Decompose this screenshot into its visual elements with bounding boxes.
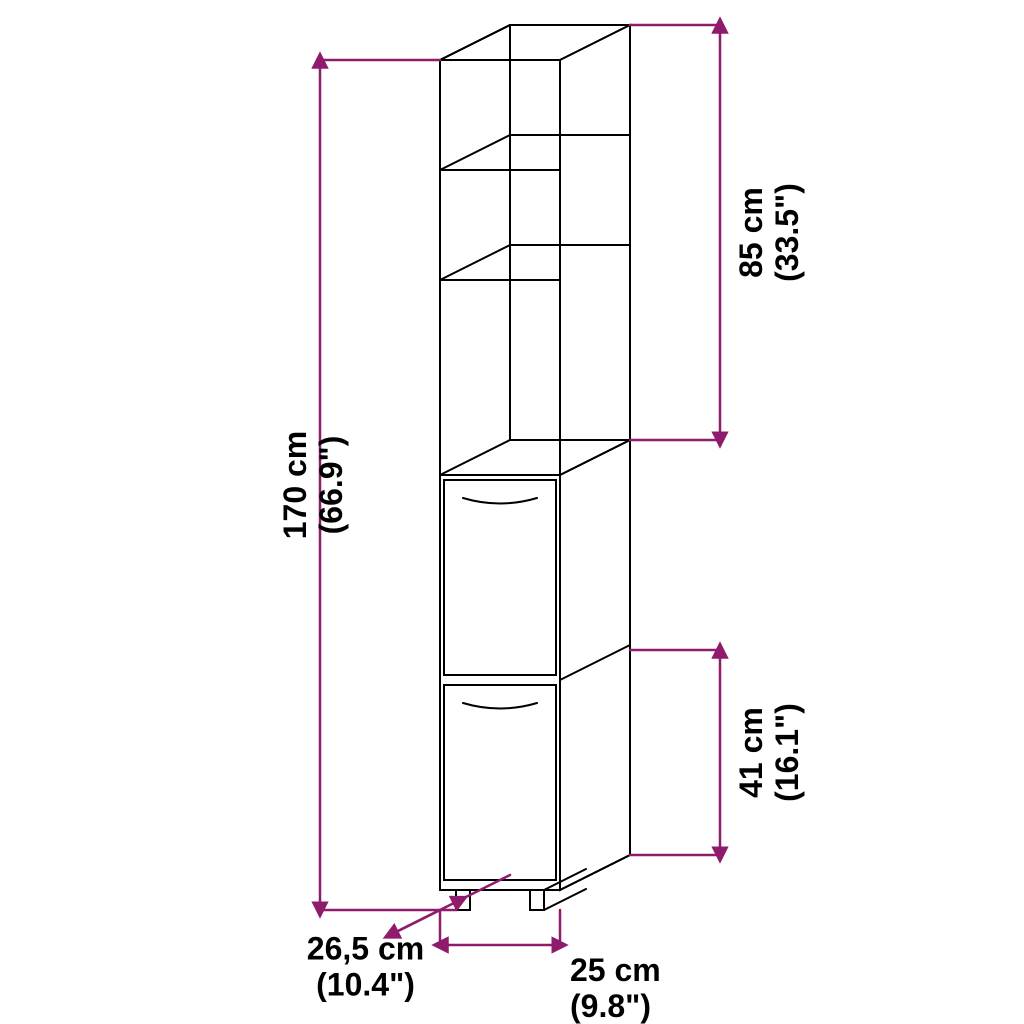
label-height-door: 41 cm(16.1") [733,703,805,802]
cabinet-foot [530,890,544,910]
dim-in: (66.9") [313,436,349,535]
dim-cm: 85 cm [733,187,769,278]
dim-in: (16.1") [769,703,805,802]
cabinet-diagram [440,25,630,910]
dim-cm: 26,5 cm [307,930,424,966]
dim-cm: 25 cm [570,952,661,988]
cabinet-door-lower [444,685,556,880]
dim-in: (33.5") [769,183,805,282]
cabinet-door-upper [444,480,556,675]
dim-in: (9.8") [570,988,651,1024]
label-height-total: 170 cm(66.9") [277,431,349,540]
dim-cm: 41 cm [733,707,769,798]
dim-cm: 170 cm [277,431,313,540]
label-depth: 26,5 cm(10.4") [307,930,424,1002]
label-height-upper: 85 cm(33.5") [733,183,805,282]
label-width: 25 cm(9.8") [570,952,661,1024]
dim-in: (10.4") [316,966,415,1002]
